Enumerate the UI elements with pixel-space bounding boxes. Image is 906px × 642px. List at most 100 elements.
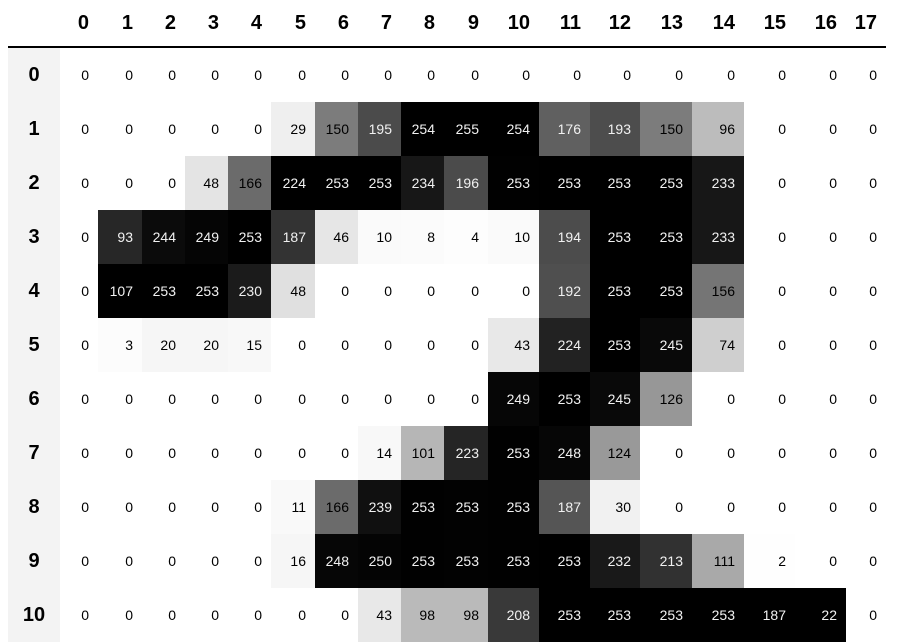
table-cell: 0 xyxy=(60,47,98,102)
table-cell: 166 xyxy=(315,480,358,534)
table-cell: 253 xyxy=(539,372,590,426)
table-cell: 124 xyxy=(590,426,640,480)
row-index: 8 xyxy=(8,480,60,534)
table-cell: 253 xyxy=(185,264,228,318)
table-cell: 0 xyxy=(228,102,271,156)
table-cell: 98 xyxy=(401,588,444,642)
table-cell: 193 xyxy=(590,102,640,156)
table-cell: 166 xyxy=(228,156,271,210)
table-cell: 0 xyxy=(271,588,315,642)
table-cell: 0 xyxy=(692,426,744,480)
table-row: 7 0 0 0 0 0 0 0 14 101 223 253 248 124 0 0 0 0 0 xyxy=(8,426,886,480)
table-cell: 0 xyxy=(401,264,444,318)
table-cell: 0 xyxy=(185,102,228,156)
table-cell: 0 xyxy=(640,426,692,480)
table-cell: 29 xyxy=(271,102,315,156)
table-cell: 0 xyxy=(228,372,271,426)
table-cell: 11 xyxy=(271,480,315,534)
table-cell: 224 xyxy=(539,318,590,372)
column-header: 2 xyxy=(142,0,185,48)
table-cell: 0 xyxy=(315,426,358,480)
table-cell: 0 xyxy=(142,156,185,210)
column-header: 11 xyxy=(539,0,590,48)
table-cell: 0 xyxy=(315,372,358,426)
table-cell: 10 xyxy=(358,210,401,264)
table-row: 6 0 0 0 0 0 0 0 0 0 0 249 253 245 126 0 0 0 0 xyxy=(8,372,886,426)
table-cell: 253 xyxy=(488,156,539,210)
table-cell: 16 xyxy=(271,534,315,588)
table-cell: 0 xyxy=(744,480,795,534)
table-cell: 0 xyxy=(271,47,315,102)
table-cell: 253 xyxy=(444,534,488,588)
table-cell: 255 xyxy=(444,102,488,156)
table-cell: 0 xyxy=(142,47,185,102)
table-cell: 250 xyxy=(358,534,401,588)
table-cell: 253 xyxy=(488,534,539,588)
table-cell: 0 xyxy=(315,318,358,372)
table-cell: 0 xyxy=(271,318,315,372)
table-cell: 0 xyxy=(488,264,539,318)
table-cell: 224 xyxy=(271,156,315,210)
table-cell: 244 xyxy=(142,210,185,264)
table-cell: 192 xyxy=(539,264,590,318)
table-cell: 20 xyxy=(142,318,185,372)
table-cell: 0 xyxy=(185,47,228,102)
row-index: 1 xyxy=(8,102,60,156)
table-cell: 0 xyxy=(142,102,185,156)
table-cell: 0 xyxy=(185,426,228,480)
table-cell: 230 xyxy=(228,264,271,318)
table-cell: 0 xyxy=(744,102,795,156)
table-cell: 150 xyxy=(315,102,358,156)
table-cell: 150 xyxy=(640,102,692,156)
row-index: 3 xyxy=(8,210,60,264)
table-cell: 194 xyxy=(539,210,590,264)
table-cell: 0 xyxy=(315,264,358,318)
table-cell: 0 xyxy=(744,426,795,480)
table-cell: 2 xyxy=(744,534,795,588)
table-cell: 126 xyxy=(640,372,692,426)
header-row: 0 1 2 3 4 5 6 7 8 9 10 11 12 13 14 15 16 17 xyxy=(8,0,886,48)
table-cell: 0 xyxy=(185,372,228,426)
table-cell: 3 xyxy=(98,318,142,372)
table-cell: 0 xyxy=(98,102,142,156)
row-index: 6 xyxy=(8,372,60,426)
table-cell: 249 xyxy=(185,210,228,264)
table-cell: 0 xyxy=(846,47,886,102)
table-cell: 43 xyxy=(488,318,539,372)
table-cell: 0 xyxy=(795,318,846,372)
table-cell: 0 xyxy=(744,318,795,372)
column-header: 16 xyxy=(795,0,846,48)
table-cell: 156 xyxy=(692,264,744,318)
table-cell: 0 xyxy=(539,47,590,102)
table-cell: 0 xyxy=(744,210,795,264)
table-cell: 0 xyxy=(185,480,228,534)
table-cell: 0 xyxy=(60,318,98,372)
table-cell: 0 xyxy=(98,372,142,426)
table-cell: 0 xyxy=(846,480,886,534)
table-cell: 195 xyxy=(358,102,401,156)
table-cell: 0 xyxy=(444,47,488,102)
table-cell: 187 xyxy=(539,480,590,534)
table-cell: 48 xyxy=(185,156,228,210)
table-cell: 0 xyxy=(60,534,98,588)
table-cell: 0 xyxy=(60,264,98,318)
table-cell: 0 xyxy=(401,47,444,102)
table-cell: 253 xyxy=(640,264,692,318)
column-header: 3 xyxy=(185,0,228,48)
table-cell: 0 xyxy=(640,480,692,534)
table-cell: 0 xyxy=(271,426,315,480)
table-cell: 254 xyxy=(488,102,539,156)
table-cell: 253 xyxy=(590,264,640,318)
table-cell: 0 xyxy=(228,534,271,588)
table-cell: 0 xyxy=(401,372,444,426)
table-cell: 0 xyxy=(98,426,142,480)
column-header: 10 xyxy=(488,0,539,48)
table-cell: 253 xyxy=(539,588,590,642)
table-cell: 0 xyxy=(185,588,228,642)
table-cell: 74 xyxy=(692,318,744,372)
table-cell: 0 xyxy=(98,588,142,642)
table-cell: 253 xyxy=(401,480,444,534)
table-cell: 0 xyxy=(228,588,271,642)
table-cell: 213 xyxy=(640,534,692,588)
table-cell: 239 xyxy=(358,480,401,534)
